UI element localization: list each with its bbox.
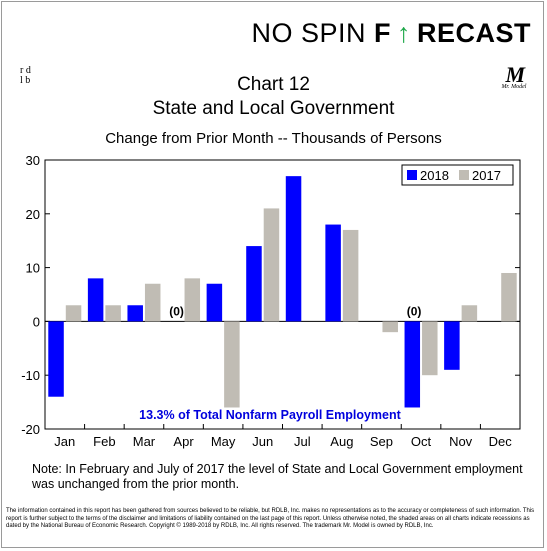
chart-number: Chart 12 bbox=[237, 74, 310, 95]
bar-2018 bbox=[48, 321, 64, 397]
mr-model-logo: M Mr. Model bbox=[501, 62, 526, 90]
bar-2018 bbox=[206, 283, 223, 322]
x-tick-label: Jan bbox=[54, 434, 75, 449]
legend-label-2017: 2017 bbox=[472, 168, 501, 183]
bar-2017 bbox=[422, 321, 438, 376]
bar-2018 bbox=[246, 246, 262, 322]
chart-title: State and Local Government bbox=[152, 98, 395, 119]
x-tick-label: Jun bbox=[252, 434, 273, 449]
mr-model-mark: M bbox=[505, 62, 525, 87]
chart-note: Note: In February and July of 2017 the l… bbox=[32, 462, 523, 491]
y-tick-label: 0 bbox=[33, 314, 40, 329]
brand-text-f: F bbox=[373, 18, 391, 48]
bar-2017 bbox=[144, 283, 161, 322]
x-tick-label: Feb bbox=[93, 434, 115, 449]
legend-box bbox=[401, 164, 514, 186]
bar-2017 bbox=[342, 229, 359, 322]
bar-2018 bbox=[325, 224, 341, 322]
bar-2017 bbox=[224, 321, 240, 408]
bar-2018 bbox=[127, 305, 143, 322]
x-tick-label: May bbox=[211, 434, 236, 449]
zero-value-label: (0) bbox=[407, 304, 422, 318]
x-tick-label: Dec bbox=[489, 434, 513, 449]
x-tick-label: Oct bbox=[411, 434, 432, 449]
rdlb-logo-bottom: l b bbox=[20, 75, 31, 86]
x-tick-label: Jul bbox=[294, 434, 311, 449]
bar-2017 bbox=[263, 208, 280, 322]
legend-swatch-2018 bbox=[407, 170, 417, 180]
legend-swatch-2017 bbox=[459, 170, 469, 180]
bar-2017 bbox=[461, 305, 478, 322]
bar-2018 bbox=[404, 321, 421, 408]
mr-model-caption: Mr. Model bbox=[501, 84, 527, 90]
bar-2017 bbox=[184, 278, 201, 322]
legend-label-2018: 2018 bbox=[420, 168, 449, 183]
bar-2017 bbox=[105, 305, 121, 322]
bar-2018 bbox=[444, 321, 460, 370]
chart-subtitle: Change from Prior Month -- Thousands of … bbox=[105, 130, 442, 147]
bar-2018 bbox=[285, 176, 302, 322]
x-tick-label: Sep bbox=[370, 434, 393, 449]
disclaimer-text: The information contained in this report… bbox=[6, 508, 535, 529]
no-spin-forecast-logo: NO SPIN F ↑ RECAST bbox=[251, 18, 531, 49]
y-tick-label: -20 bbox=[21, 422, 40, 437]
brand-arrow-icon: ↑ bbox=[396, 18, 411, 48]
bar-2018 bbox=[87, 278, 104, 322]
bar-2017 bbox=[501, 272, 517, 322]
y-tick-label: 10 bbox=[26, 261, 40, 276]
rdlb-logo: r d l b bbox=[20, 66, 31, 86]
y-tick-label: 30 bbox=[26, 153, 40, 168]
zero-value-label: (0) bbox=[169, 304, 184, 318]
y-tick-label: -10 bbox=[21, 368, 40, 383]
x-tick-label: Nov bbox=[449, 434, 473, 449]
x-tick-label: Mar bbox=[133, 434, 156, 449]
bar-2017 bbox=[382, 321, 398, 333]
x-tick-label: Apr bbox=[173, 434, 194, 449]
brand-text-1: NO SPIN bbox=[251, 18, 374, 48]
brand-text-rest: RECAST bbox=[416, 18, 531, 48]
rdlb-logo-top: r d bbox=[20, 65, 31, 76]
x-tick-label: Aug bbox=[330, 434, 353, 449]
chart-annotation: 13.3% of Total Nonfarm Payroll Employmen… bbox=[139, 408, 401, 422]
bar-2017 bbox=[65, 305, 82, 322]
y-tick-label: 20 bbox=[26, 207, 40, 222]
plot-area bbox=[44, 159, 521, 430]
